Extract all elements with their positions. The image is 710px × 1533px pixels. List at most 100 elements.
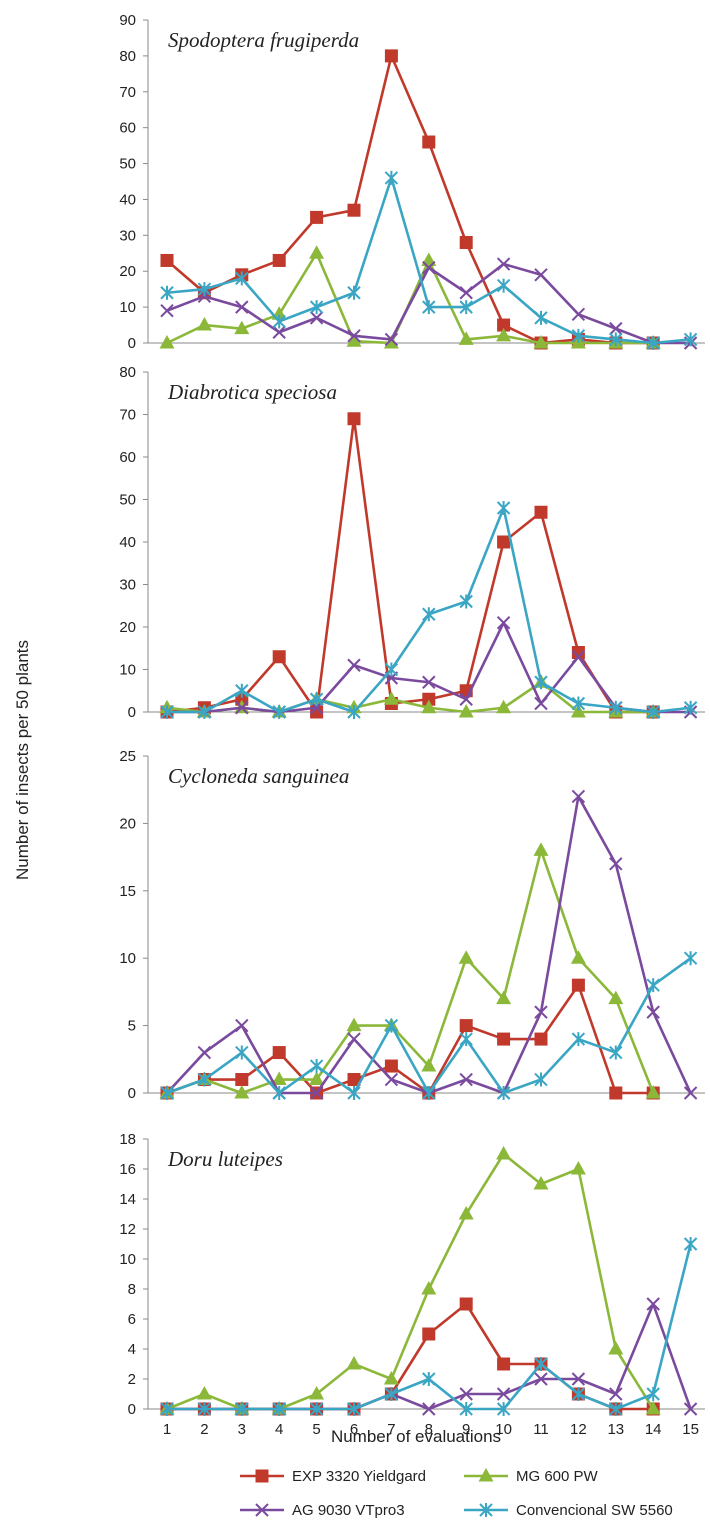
data-point (271, 1071, 287, 1086)
y-tick-label: 6 (128, 1311, 136, 1328)
legend-label: MG 600 PW (516, 1468, 599, 1485)
y-tick-label: 40 (119, 534, 136, 551)
data-point (384, 1072, 399, 1087)
data-point (347, 1073, 361, 1087)
data-point (160, 253, 174, 267)
panel-2: 0 10 20 30 40 50 60 70 80 Diabrotica speciosa (119, 364, 705, 721)
y-tick-label: 16 (119, 1161, 136, 1178)
y-tick-label: 30 (119, 577, 136, 594)
data-point (496, 699, 512, 714)
data-point (346, 1017, 362, 1032)
data-point (459, 1032, 473, 1047)
data-point (383, 1371, 399, 1385)
data-point (608, 990, 624, 1005)
data-point (422, 607, 436, 622)
panel-title: Diabrotica speciosa (167, 380, 337, 404)
data-point (346, 1356, 362, 1370)
data-point (347, 1032, 361, 1046)
data-point (645, 1401, 661, 1415)
data-point (235, 1018, 249, 1033)
x-tick-label: 11 (533, 1421, 549, 1438)
data-point (571, 650, 586, 664)
data-point (272, 650, 286, 664)
y-tick-label: 10 (119, 1251, 136, 1268)
data-point (234, 320, 250, 335)
data-point (458, 950, 474, 964)
data-point (459, 1387, 473, 1401)
legend-marker (255, 1469, 269, 1483)
data-point (683, 951, 698, 966)
data-point (309, 300, 324, 315)
y-tick-label: 10 (119, 950, 136, 967)
legend-item: EXP 3320 Yieldgard (240, 1468, 426, 1485)
data-point (459, 286, 473, 300)
data-point (235, 692, 249, 706)
series-line (167, 1302, 692, 1411)
data-point (272, 314, 286, 329)
legend-marker (255, 1503, 269, 1517)
data-point (422, 1327, 436, 1341)
data-point (347, 203, 361, 217)
data-point (160, 705, 174, 719)
data-point (160, 303, 174, 318)
x-tick-label: 2 (200, 1421, 208, 1438)
data-point (683, 332, 698, 347)
x-tick-label: 5 (312, 1421, 320, 1438)
data-point (160, 1402, 174, 1416)
data-point (571, 307, 586, 321)
data-point (645, 1085, 661, 1099)
data-point (235, 683, 249, 698)
x-tick-label: 14 (645, 1421, 662, 1438)
data-point (347, 658, 361, 672)
data-point (422, 1372, 436, 1386)
data-point (646, 336, 660, 350)
data-point (272, 705, 286, 719)
x-tick-label: 4 (275, 1421, 283, 1438)
data-point (609, 1045, 623, 1060)
data-point (683, 1086, 698, 1100)
legend-label: AG 9030 VTpro3 (292, 1502, 405, 1519)
data-point (609, 1086, 623, 1100)
legend-item: MG 600 PW (464, 1468, 599, 1485)
data-point (160, 285, 174, 300)
y-tick-label: 80 (119, 48, 136, 65)
y-tick-label: 4 (128, 1341, 136, 1358)
data-point (347, 285, 361, 300)
y-tick-label: 0 (128, 335, 136, 352)
y-tick-label: 60 (119, 120, 136, 137)
data-point (496, 257, 511, 271)
data-point (534, 696, 548, 711)
data-point (384, 49, 398, 63)
data-point (384, 332, 399, 347)
data-point (571, 978, 585, 992)
data-point (646, 1297, 660, 1311)
data-point (646, 1387, 660, 1401)
y-tick-label: 70 (119, 84, 136, 101)
data-point (384, 662, 399, 677)
data-point (458, 704, 474, 718)
data-point (347, 1086, 361, 1100)
data-point (421, 699, 437, 714)
data-point (310, 210, 324, 224)
data-point (309, 311, 324, 325)
y-tick-label: 30 (119, 227, 136, 244)
data-point (421, 1281, 437, 1295)
data-point (422, 260, 436, 275)
x-tick-label: 7 (387, 1421, 395, 1438)
data-point (459, 1402, 473, 1416)
data-point (422, 1086, 436, 1100)
data-point (422, 135, 436, 149)
data-point (646, 705, 660, 719)
y-tick-label: 40 (119, 191, 136, 208)
panel-4: 0 2 4 6 8 10 12 14 16 18 Doru luteipes (119, 1131, 705, 1418)
data-point (683, 1402, 698, 1416)
panel-title: Spodoptera frugiperda (168, 28, 359, 52)
data-point (496, 1086, 511, 1100)
data-point (160, 1086, 174, 1100)
data-point (197, 1045, 212, 1060)
series-line (166, 849, 655, 1095)
data-point (683, 1237, 698, 1251)
data-point (534, 1005, 548, 1019)
